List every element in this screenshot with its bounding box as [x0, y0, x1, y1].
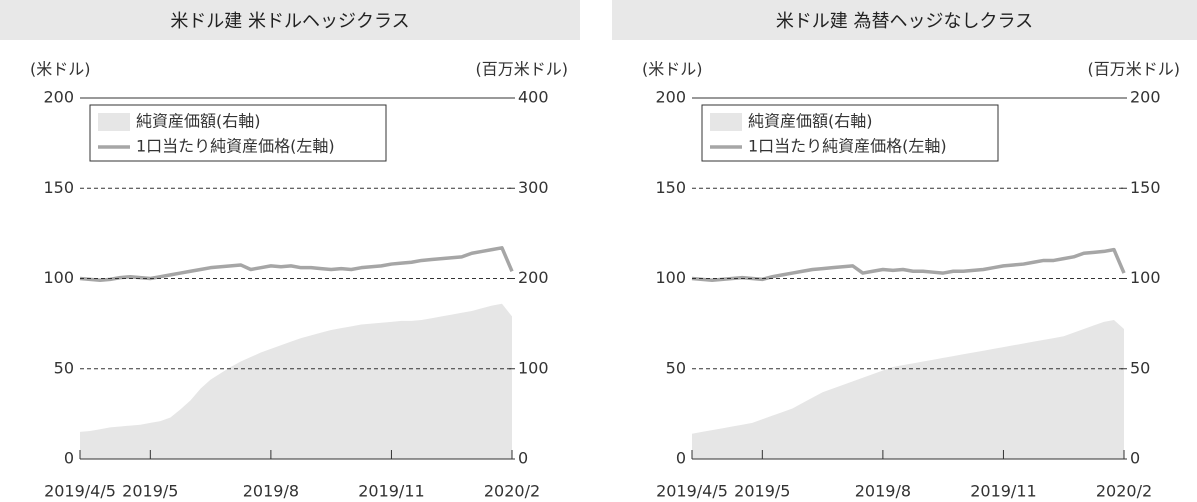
area [692, 320, 1124, 459]
legend-box [89, 104, 387, 162]
y-tick-label: 100 [655, 268, 686, 287]
legend-swatch [710, 113, 742, 131]
y-tick-label: 50 [666, 358, 686, 377]
x-tick-label: 2019/11 [970, 482, 1036, 501]
y-tick-label: 0 [676, 449, 686, 468]
line [79, 246, 514, 283]
y2-tick-label: 150 [1130, 178, 1161, 197]
y-tick-label: 200 [655, 88, 686, 107]
x-tick-label: 2020/2 [1096, 482, 1152, 501]
y2-tick-label: 200 [518, 268, 549, 287]
y-tick-label: 150 [655, 178, 686, 197]
y2-tick-label: 100 [1130, 268, 1161, 287]
y-axis-label: (米ドル) [642, 60, 703, 79]
x-tick-label: 2019/4/5 [44, 482, 116, 501]
y-tick-label: 0 [64, 449, 74, 468]
x-tick-label: 2019/5 [122, 482, 178, 501]
legend-label: 純資産価額(右軸) [748, 112, 873, 131]
chart-title: 米ドル建 米ドルヘッジクラス [170, 11, 409, 32]
chart-title: 米ドル建 為替ヘッジなしクラス [776, 11, 1033, 32]
y2-tick-label: 300 [518, 178, 549, 197]
x-tick-label: 2019/8 [243, 482, 299, 501]
y2-tick-label: 0 [1130, 449, 1140, 468]
x-tick-label: 2019/11 [358, 482, 424, 501]
legend-label: 1口当たり純資産価格(左軸) [748, 137, 947, 156]
y-tick-label: 100 [43, 268, 74, 287]
legend-label: 1口当たり純資産価格(左軸) [136, 137, 335, 156]
y-tick-label: 150 [43, 178, 74, 197]
x-tick-label: 2020/2 [484, 482, 540, 501]
y2-axis-label: (百万米ドル) [476, 60, 569, 79]
y2-tick-label: 50 [1130, 358, 1150, 377]
y2-tick-label: 400 [518, 88, 549, 107]
legend-label: 純資産価額(右軸) [136, 112, 261, 131]
y2-tick-label: 0 [518, 449, 528, 468]
legend-box [701, 104, 999, 162]
line [691, 247, 1126, 283]
y-tick-label: 50 [54, 358, 74, 377]
y2-axis-label: (百万米ドル) [1088, 60, 1181, 79]
title-banner [612, 0, 1197, 40]
y2-tick-label: 100 [518, 358, 549, 377]
x-tick-label: 2019/5 [734, 482, 790, 501]
title-banner [0, 0, 580, 40]
y-tick-label: 200 [43, 88, 74, 107]
y2-tick-label: 200 [1130, 88, 1161, 107]
area [80, 303, 512, 459]
x-tick-label: 2019/8 [855, 482, 911, 501]
x-tick-label: 2019/4/5 [656, 482, 728, 501]
y-axis-label: (米ドル) [30, 60, 91, 79]
legend-swatch [98, 113, 130, 131]
